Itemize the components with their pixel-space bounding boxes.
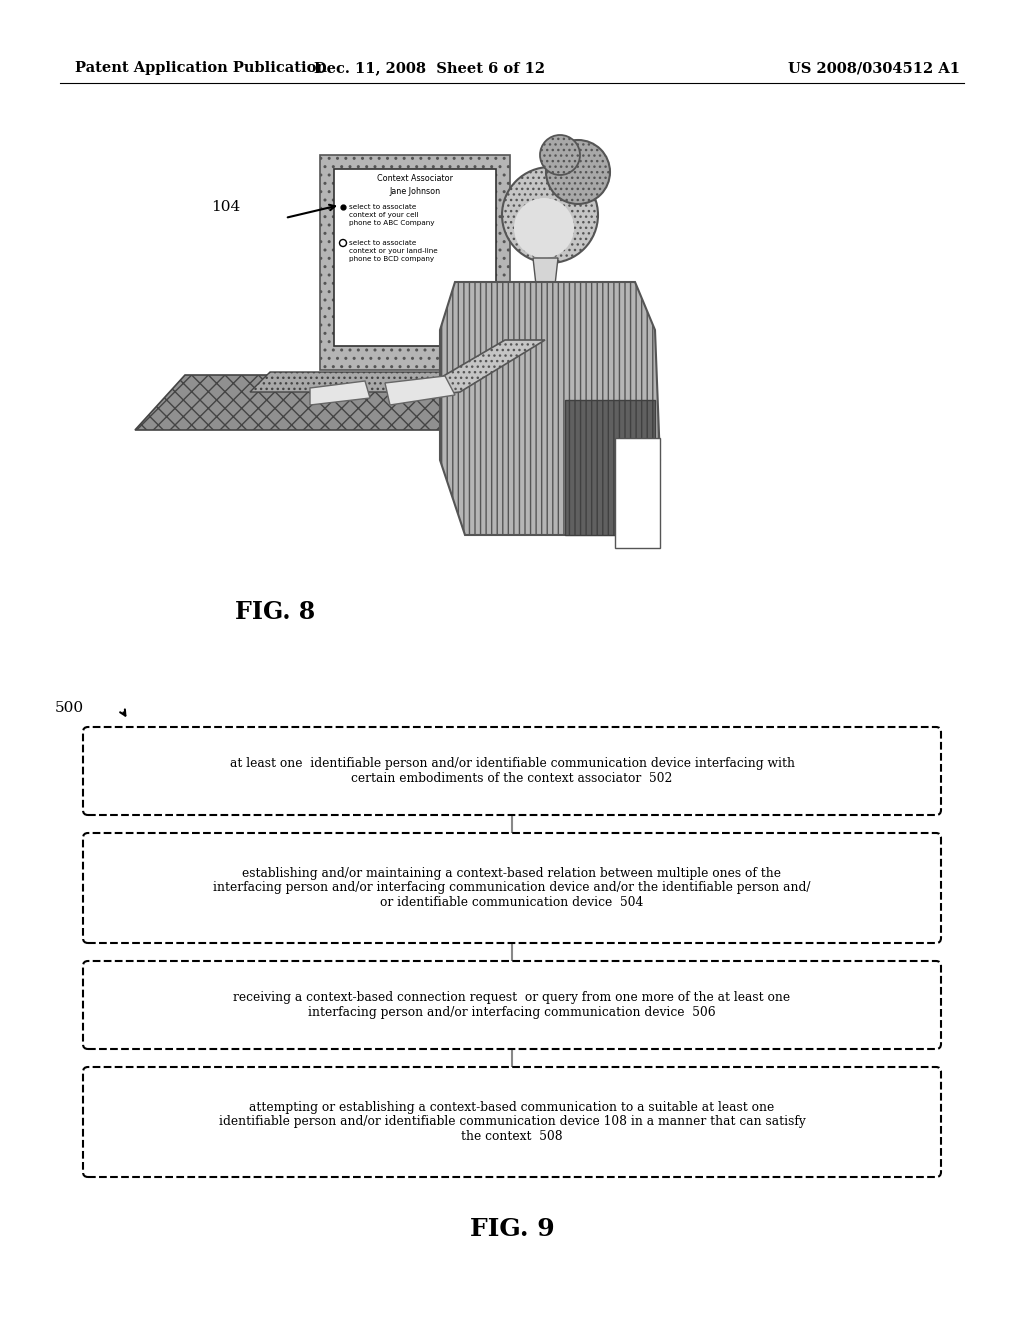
Polygon shape	[334, 169, 496, 346]
Polygon shape	[135, 375, 595, 430]
Text: establishing and/or maintaining a context-based relation between multiple ones o: establishing and/or maintaining a contex…	[213, 866, 811, 909]
Text: FIG. 9: FIG. 9	[470, 1217, 554, 1241]
Circle shape	[514, 198, 574, 257]
Text: receiving a context-based connection request  or query from one more of the at l: receiving a context-based connection req…	[233, 991, 791, 1019]
Text: 104: 104	[211, 201, 240, 214]
FancyBboxPatch shape	[83, 833, 941, 942]
Circle shape	[502, 168, 598, 263]
Polygon shape	[615, 438, 660, 548]
Text: FIG. 8: FIG. 8	[234, 601, 315, 624]
Circle shape	[540, 135, 580, 176]
Text: 500: 500	[55, 701, 84, 715]
Text: Jane Johnson: Jane Johnson	[389, 187, 440, 195]
Text: at least one  identifiable person and/or identifiable communication device inter: at least one identifiable person and/or …	[229, 756, 795, 785]
Text: select to associate
context or your land-line
phone to BCD company: select to associate context or your land…	[349, 240, 437, 261]
Text: US 2008/0304512 A1: US 2008/0304512 A1	[788, 61, 961, 75]
Circle shape	[546, 140, 610, 205]
FancyBboxPatch shape	[83, 961, 941, 1049]
Polygon shape	[310, 381, 370, 405]
Polygon shape	[565, 400, 655, 535]
Polygon shape	[390, 341, 545, 399]
Polygon shape	[385, 376, 455, 405]
Polygon shape	[250, 372, 490, 392]
Polygon shape	[319, 154, 510, 370]
Text: Context Associator: Context Associator	[377, 174, 453, 183]
FancyBboxPatch shape	[83, 1067, 941, 1177]
Polygon shape	[440, 282, 660, 535]
Text: Patent Application Publication: Patent Application Publication	[75, 61, 327, 75]
FancyBboxPatch shape	[83, 727, 941, 814]
Text: attempting or establishing a context-based communication to a suitable at least : attempting or establishing a context-bas…	[219, 1101, 805, 1143]
Polygon shape	[534, 257, 558, 285]
Text: select to associate
context of your cell
phone to ABC Company: select to associate context of your cell…	[349, 205, 434, 226]
Text: Dec. 11, 2008  Sheet 6 of 12: Dec. 11, 2008 Sheet 6 of 12	[314, 61, 546, 75]
